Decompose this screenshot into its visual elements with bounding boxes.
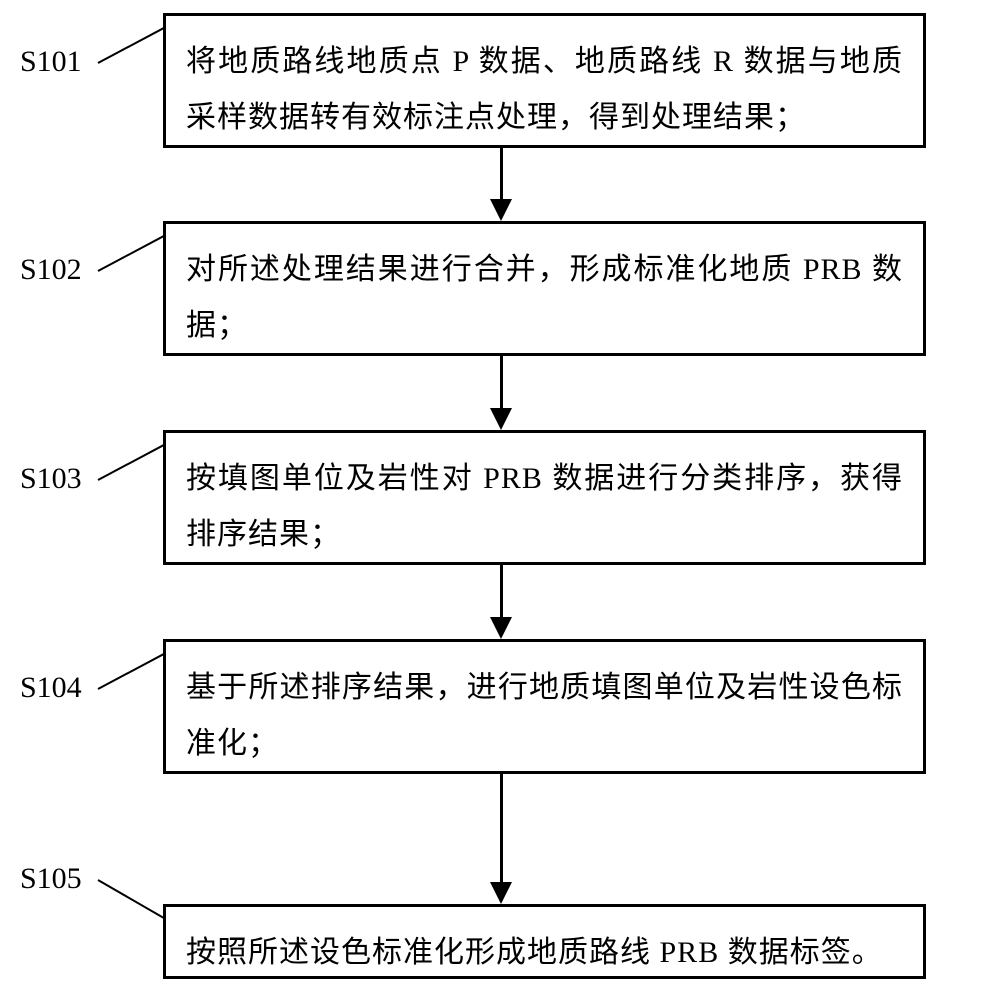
arrow-line: [500, 565, 503, 617]
leader-line: [98, 651, 170, 690]
step-label-s104: S104: [20, 671, 82, 705]
step-label-s102: S102: [20, 253, 82, 287]
arrow-head: [490, 199, 512, 221]
arrow-head: [490, 408, 512, 430]
leader-line: [98, 25, 170, 64]
arrow-head: [490, 882, 512, 904]
step-box-s105: 按照所述设色标准化形成地质路线 PRB 数据标签。: [163, 904, 926, 979]
step-box-s103: 按填图单位及岩性对 PRB 数据进行分类排序，获得排序结果；: [163, 430, 926, 565]
arrow-line: [500, 148, 503, 199]
step-box-s102: 对所述处理结果进行合并，形成标准化地质 PRB 数据；: [163, 221, 926, 356]
step-label-s105: S105: [20, 862, 82, 896]
step-label-s101: S101: [20, 45, 82, 79]
leader-line: [98, 233, 170, 272]
step-box-s104: 基于所述排序结果，进行地质填图单位及岩性设色标准化；: [163, 639, 926, 774]
arrow-head: [490, 617, 512, 639]
leader-line: [98, 442, 170, 481]
arrow-line: [500, 356, 503, 408]
arrow-line: [500, 774, 503, 882]
step-label-s103: S103: [20, 462, 82, 496]
step-box-s101: 将地质路线地质点 P 数据、地质路线 R 数据与地质采样数据转有效标注点处理，得…: [163, 13, 926, 148]
